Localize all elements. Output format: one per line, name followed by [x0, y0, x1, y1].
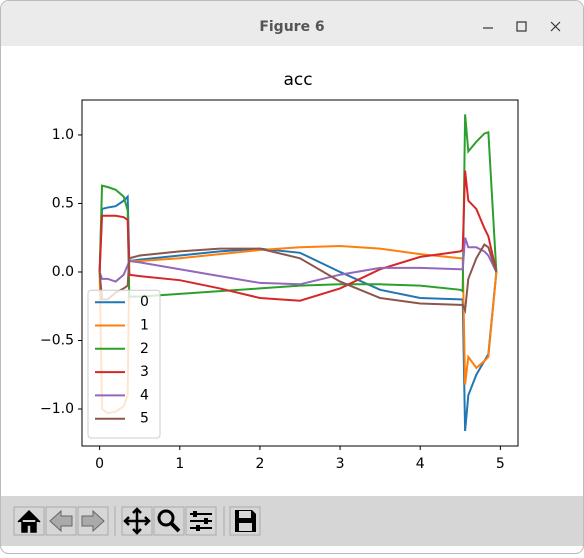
- x-tick-label: 0: [95, 456, 104, 472]
- maximize-button[interactable]: [516, 21, 527, 32]
- legend-label: 5: [140, 411, 149, 427]
- plot: acc 0 1 2 3 4 5 −1.0 −0.5 0.0 0.5 1.0 0 1 2 3 4 5: [40, 70, 519, 472]
- legend-label: 2: [140, 341, 149, 357]
- back-button[interactable]: [45, 506, 77, 536]
- legend-label: 3: [140, 364, 149, 380]
- x-tick-label: 5: [496, 456, 505, 472]
- legend-box: [87, 289, 161, 439]
- legend-label: 1: [140, 318, 149, 334]
- legend: 0 1 2 3 4 5: [87, 289, 161, 439]
- zoom-button[interactable]: [153, 506, 185, 536]
- x-tick-label: 3: [336, 456, 345, 472]
- y-tick-label: 1.0: [52, 127, 74, 143]
- x-tick-label: 2: [255, 456, 264, 472]
- forward-button[interactable]: [77, 506, 109, 536]
- y-tick-label: 0.0: [52, 264, 74, 280]
- close-button[interactable]: [550, 21, 561, 32]
- legend-label: 4: [140, 387, 149, 403]
- configure-button[interactable]: [185, 506, 217, 536]
- series-line: [98, 170, 498, 302]
- x-tick-label: 1: [175, 456, 184, 472]
- series-line: [98, 114, 498, 298]
- y-tick-label: 0.5: [52, 195, 74, 211]
- save-button[interactable]: [229, 506, 261, 536]
- legend-label: 0: [140, 294, 149, 310]
- pan-button[interactable]: [121, 506, 153, 536]
- chart-title: acc: [283, 70, 312, 90]
- home-button[interactable]: [13, 506, 45, 536]
- x-tick-label: 4: [416, 456, 425, 472]
- title-bar: [1, 1, 583, 46]
- y-tick-label: −0.5: [40, 332, 74, 348]
- series-line: [98, 237, 498, 286]
- window-title: Figure 6: [259, 19, 324, 35]
- axes-frame: [81, 99, 519, 447]
- y-tick-label: −1.0: [40, 401, 74, 417]
- series-line: [98, 194, 498, 432]
